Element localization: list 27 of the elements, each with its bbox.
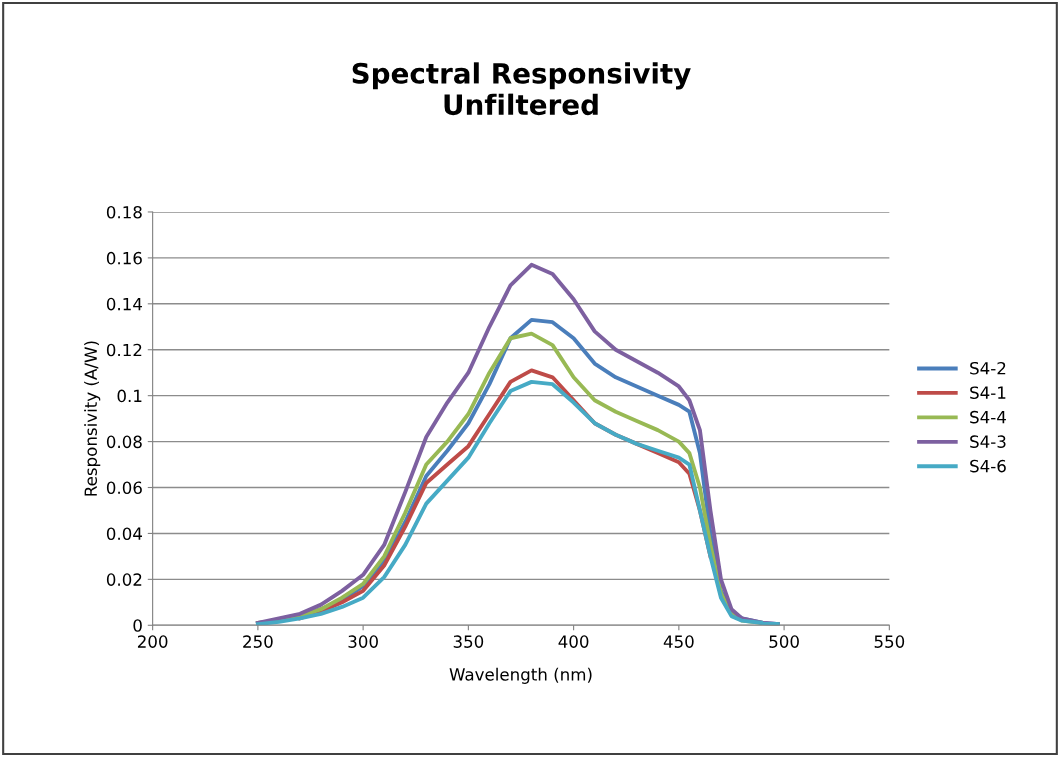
y-tick-label: 0.08 [106,435,142,449]
x-tick-label: 500 [769,635,799,648]
legend-label: S4-1 [970,386,1006,399]
y-tick-label: 0 [133,619,142,632]
x-tick-label: 250 [243,635,273,648]
x-tick-label: 300 [348,635,378,648]
legend-label: S4-2 [970,361,1006,375]
x-tick-label: 400 [558,635,589,648]
x-tick-label: 200 [137,635,168,648]
y-axis-title: Responsivity (A/W) [84,341,101,496]
x-tick-label: 450 [663,635,694,648]
y-tick-label: 0.12 [106,343,142,357]
legend-label: S4-3 [970,435,1006,448]
chart-title: Spectral Responsivity Unfiltered [352,62,691,116]
y-tick-label: 0.1 [117,389,142,403]
y-tick-label: 0.18 [106,205,142,219]
y-tick-label: 0.16 [106,251,142,265]
y-tick-label: 0.04 [106,527,142,540]
y-tick-label: 0.02 [106,573,142,586]
line-series [255,379,780,626]
y-tick-label: 0.06 [106,481,142,495]
y-tick-label: 0.14 [106,297,142,311]
legend-label: S4-6 [970,459,1006,473]
legend-label: S4-4 [970,410,1006,424]
x-tick-label: 550 [874,635,905,648]
x-axis-title: Wavelength (nm) [449,667,592,684]
x-tick-label: 350 [453,635,484,648]
